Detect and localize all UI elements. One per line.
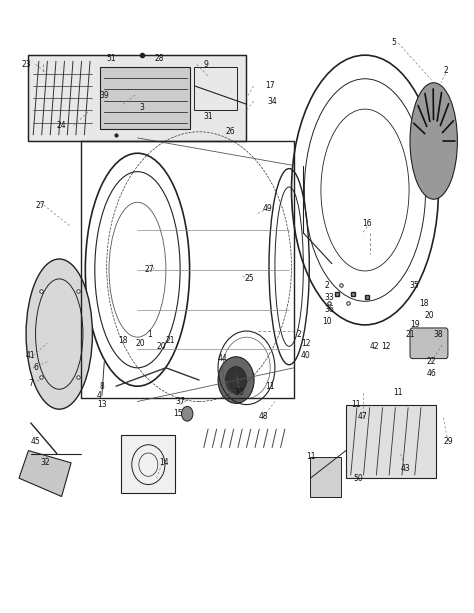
Polygon shape: [19, 451, 71, 497]
Text: 36: 36: [325, 305, 334, 314]
Text: 20: 20: [156, 342, 166, 351]
Text: 2: 2: [443, 66, 448, 75]
Ellipse shape: [410, 83, 457, 199]
Text: 41: 41: [26, 351, 36, 360]
Text: 14: 14: [159, 459, 168, 467]
Text: 23: 23: [21, 60, 31, 69]
Text: 9: 9: [204, 60, 209, 69]
Text: 49: 49: [263, 204, 273, 213]
Text: 8: 8: [100, 382, 104, 390]
Text: 39: 39: [100, 91, 109, 99]
Text: 26: 26: [225, 128, 235, 136]
Text: 10: 10: [322, 318, 332, 326]
Text: 51: 51: [107, 54, 116, 63]
Text: 43: 43: [401, 465, 410, 473]
Text: 44: 44: [218, 354, 228, 363]
Text: 1: 1: [147, 330, 152, 338]
Circle shape: [182, 406, 193, 421]
Text: 27: 27: [145, 265, 154, 274]
Text: 4: 4: [97, 391, 102, 400]
Ellipse shape: [26, 259, 92, 409]
Text: 30: 30: [235, 388, 244, 397]
Text: 45: 45: [31, 437, 40, 446]
Text: 21: 21: [166, 336, 175, 345]
Circle shape: [218, 357, 254, 403]
Text: 27: 27: [36, 201, 45, 210]
Polygon shape: [100, 67, 190, 129]
Text: 11: 11: [306, 452, 315, 461]
Polygon shape: [346, 405, 436, 478]
Text: 29: 29: [443, 437, 453, 446]
Text: 38: 38: [434, 330, 443, 338]
Text: 28: 28: [154, 54, 164, 63]
Text: 6: 6: [33, 364, 38, 372]
Text: 2: 2: [296, 330, 301, 338]
Text: 21: 21: [405, 330, 415, 338]
Text: 47: 47: [358, 413, 367, 421]
Text: 20: 20: [424, 311, 434, 320]
Text: 17: 17: [265, 82, 275, 90]
Text: 50: 50: [353, 474, 363, 482]
Text: 24: 24: [57, 121, 66, 130]
Text: 15: 15: [173, 409, 182, 418]
Text: 3: 3: [140, 103, 145, 112]
Text: 34: 34: [268, 97, 277, 105]
Text: 11: 11: [265, 382, 275, 390]
Text: 11: 11: [393, 388, 403, 397]
Text: 37: 37: [175, 397, 185, 406]
Text: 12: 12: [301, 339, 310, 348]
Polygon shape: [121, 435, 175, 493]
FancyBboxPatch shape: [410, 328, 448, 359]
Text: 31: 31: [204, 112, 213, 121]
Text: 40: 40: [301, 351, 310, 360]
Text: 19: 19: [410, 321, 419, 329]
Text: 42: 42: [370, 342, 379, 351]
Text: 20: 20: [135, 339, 145, 348]
Circle shape: [226, 367, 246, 394]
Text: 48: 48: [258, 413, 268, 421]
Polygon shape: [28, 55, 246, 141]
Polygon shape: [310, 457, 341, 497]
Text: 35: 35: [410, 281, 419, 289]
Text: 32: 32: [40, 459, 50, 467]
Text: 12: 12: [382, 342, 391, 351]
Text: 11: 11: [351, 400, 360, 409]
Text: 5: 5: [391, 39, 396, 47]
Text: 18: 18: [419, 299, 429, 308]
Text: 33: 33: [325, 293, 334, 302]
Text: 7: 7: [28, 379, 33, 387]
Text: 13: 13: [97, 400, 107, 409]
Text: 2: 2: [325, 281, 329, 289]
Text: 18: 18: [118, 336, 128, 345]
Text: 16: 16: [363, 219, 372, 228]
Text: 46: 46: [427, 370, 436, 378]
Text: 22: 22: [427, 357, 436, 366]
Text: 25: 25: [244, 275, 254, 283]
